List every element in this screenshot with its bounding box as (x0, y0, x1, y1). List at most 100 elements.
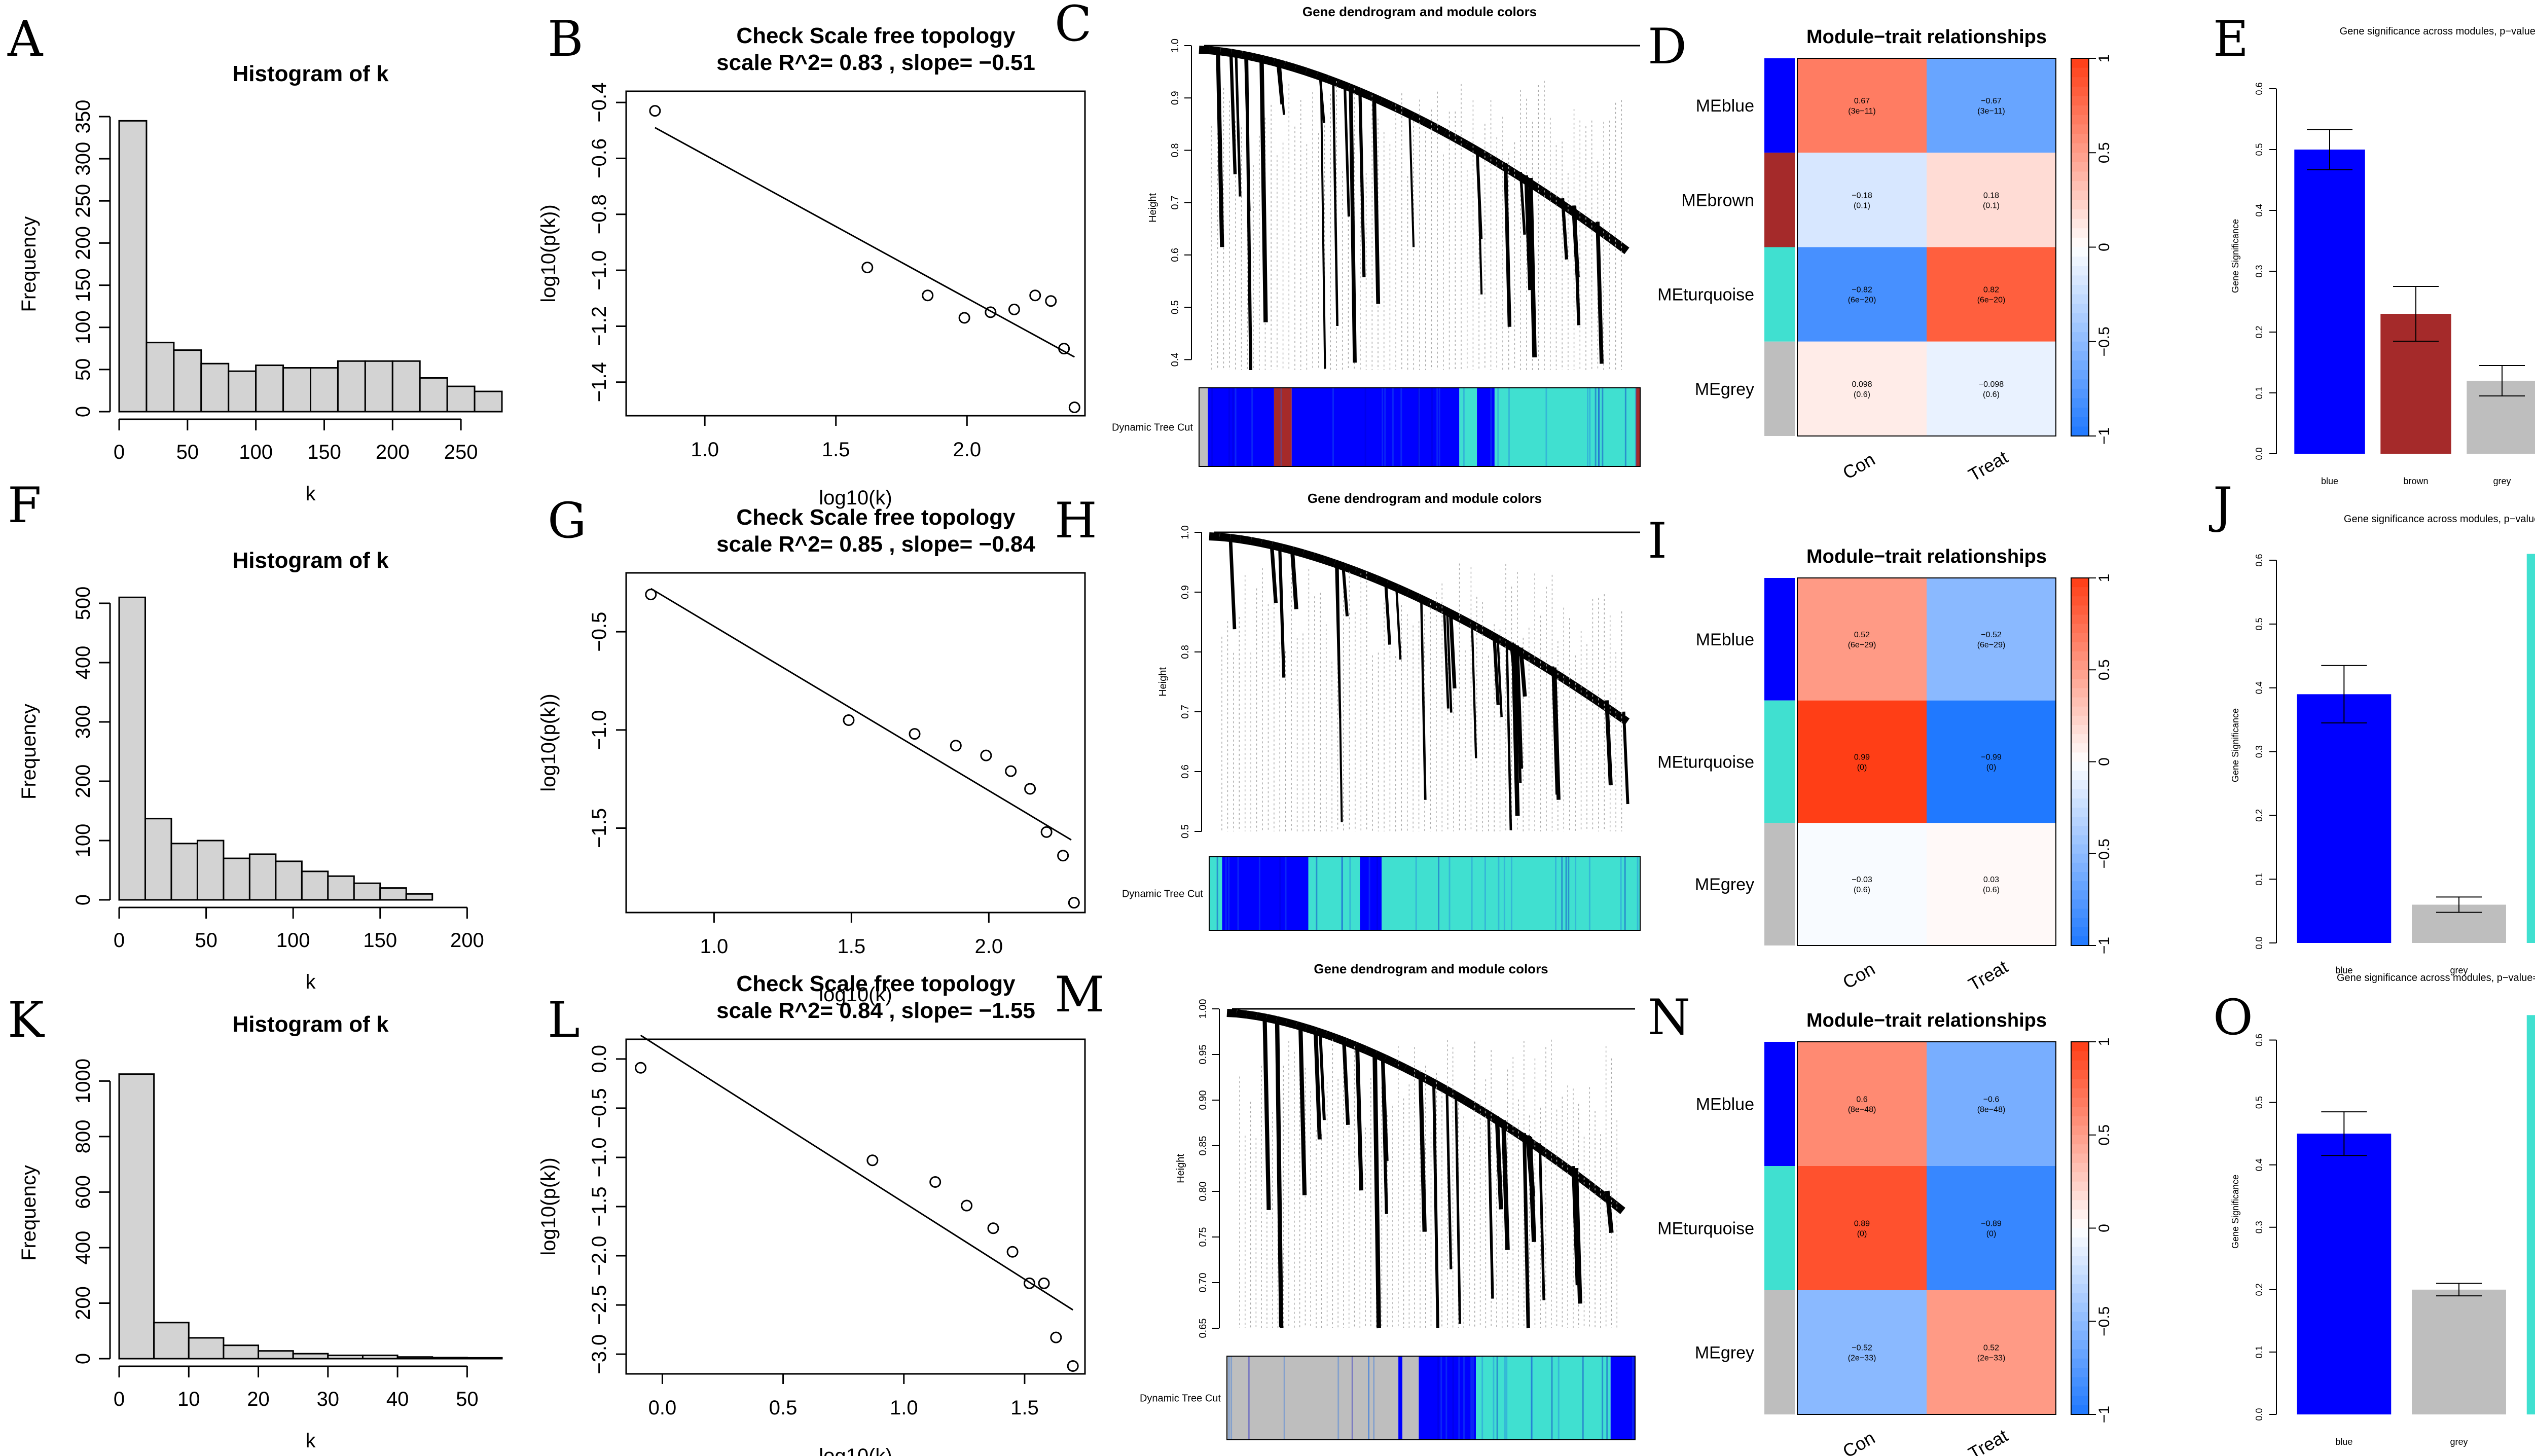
y-tick-label: 0.2 (2254, 809, 2264, 822)
y-axis-label: Gene Significance (2230, 708, 2240, 782)
legend-color-step (2071, 808, 2089, 818)
dendrogram-branch (1571, 1166, 1579, 1286)
dendrogram-branch-mass (1312, 553, 1326, 564)
legend-color-step (2071, 1349, 2089, 1359)
legend-tick-label: 0 (2096, 1224, 2113, 1232)
legend-color-step (2071, 1275, 2089, 1285)
y-tick-label: 0.95 (1198, 1045, 1209, 1065)
y-tick-label: 100 (72, 310, 94, 344)
category-label: brown (2403, 476, 2428, 486)
legend-color-step (2071, 1060, 2089, 1071)
x-tick-label: 100 (276, 929, 310, 952)
dendrogram-branch-mass (1416, 594, 1431, 606)
data-point (958, 312, 970, 324)
legend-color-step (2071, 817, 2089, 827)
dendrogram-branch (1538, 1143, 1545, 1300)
trait-column-label: Treat (1965, 447, 2011, 486)
x-tick-label: 50 (176, 441, 199, 463)
dendrogram-branch (1495, 1116, 1503, 1210)
dendrogram-branch (1332, 81, 1339, 326)
heatmap-cell (1927, 1042, 2056, 1166)
legend-color-step (2071, 624, 2089, 634)
legend-tick-label: −0.5 (2096, 1306, 2113, 1336)
legend-color-step (2071, 219, 2089, 229)
data-point (922, 289, 934, 302)
heatmap-cell-pvalue: (6e−20) (1977, 296, 2006, 305)
y-tick-label: 400 (72, 646, 94, 680)
dendrogram-branch-mass (1403, 1064, 1417, 1077)
histogram-bar (223, 857, 250, 901)
dendrogram-branch-mass (1302, 549, 1315, 561)
y-tick-label: 200 (72, 765, 94, 798)
legend-color-step (2071, 408, 2089, 418)
legend-tick-label: −1 (2096, 937, 2113, 954)
heatmap-cell-value: 0.03 (1983, 876, 1999, 884)
chart-title: Gene significance across modules, p−valu… (2344, 514, 2535, 525)
legend-color-step (2071, 688, 2089, 698)
module-row-label: MEturquoise (1657, 285, 1754, 305)
legend-color-step (2071, 596, 2089, 606)
panel-label-H: H (1055, 492, 1097, 549)
dendrogram-branch-mass (1229, 534, 1241, 543)
data-point (1068, 897, 1080, 909)
panel-label-A: A (7, 11, 44, 67)
panel-label-O: O (2213, 989, 2253, 1046)
dendrogram-panel-C: 0.4 0.5 0.6 0.7 0.8 0.9 1.0 Height Gene dendrogr… (1112, 4, 1641, 467)
x-tick-label: 0 (114, 1388, 125, 1410)
dendrogram-branch-mass (1581, 216, 1598, 231)
x-tick-label: 1.0 (700, 935, 729, 958)
dendrogram-branch (1278, 548, 1286, 678)
legend-color-step (2071, 266, 2089, 276)
category-label: grey (2450, 965, 2468, 975)
module-color-block (1764, 341, 1795, 436)
dendrogram-branch-mass (1551, 1155, 1566, 1169)
dendrogram-branch-mass (1486, 153, 1501, 167)
legend-color-step (2071, 58, 2089, 68)
legend-color-step (2071, 1302, 2089, 1313)
legend-tick-label: 0.5 (2096, 142, 2113, 163)
legend-color-step (2071, 1098, 2089, 1108)
dendrogram-branch (1604, 700, 1613, 786)
gs-barplot-panel-O: bluegreyturquoise0.00.10.20.30.40.50.6Ge… (2230, 972, 2535, 1447)
chart-title: Module−trait relationships (1806, 1010, 2047, 1031)
y-tick-label: 0 (72, 406, 94, 417)
dendrogram-branch-mass (1432, 123, 1447, 136)
dendrogram-branch-mass (1271, 541, 1284, 552)
legend-color-step (2071, 706, 2089, 716)
dendrogram-branch (1471, 621, 1477, 758)
legend-color-step (2071, 181, 2089, 191)
category-label: grey (2450, 1437, 2468, 1447)
histogram-bar (364, 360, 393, 413)
x-tick-label: 1.0 (890, 1397, 918, 1419)
dendrogram-branch (1522, 1133, 1530, 1329)
dendrogram-branch-mass (1573, 682, 1588, 697)
heatmap-cell-value: −0.67 (1981, 97, 2002, 105)
chart-title: Histogram of k (232, 1012, 389, 1037)
legend-color-step (2071, 1386, 2089, 1397)
heatmap-cell-pvalue: (6e−29) (1977, 641, 2006, 649)
y-tick-label: 600 (72, 1175, 94, 1209)
y-tick-label: 0.5 (1180, 824, 1191, 839)
fit-line (650, 588, 1072, 841)
y-tick-label: −1.5 (588, 1187, 610, 1227)
module-color-segment (1222, 857, 1309, 930)
y-tick-label: 400 (72, 1231, 94, 1265)
x-tick-label: 40 (386, 1388, 409, 1410)
legend-color-step (2071, 360, 2089, 371)
legend-color-step (2071, 1237, 2089, 1248)
histogram-bar (144, 818, 172, 901)
legend-color-step (2071, 200, 2089, 210)
y-tick-label: 0.7 (1180, 705, 1191, 719)
category-label: blue (2335, 965, 2352, 975)
trait-column-label: Con (1839, 449, 1878, 484)
heatmap-cell (1797, 341, 1927, 436)
histogram-bar (173, 349, 202, 413)
legend-color-step (2071, 1200, 2089, 1210)
data-point (1008, 303, 1020, 315)
module-row-label: MEbrown (1681, 191, 1754, 210)
legend-color-step (2071, 890, 2089, 900)
gs-barplot-panel-E: bluebrowngreyturquoise0.00.10.20.30.40.5… (2230, 26, 2535, 486)
dendrogram-branch (1503, 163, 1512, 327)
dendrogram-branch-mass (1230, 49, 1243, 59)
heatmap-panel-I: MEblue 0.52 (6e−29) −0.52 (6e−29) MEturquoise… (1657, 546, 2113, 995)
